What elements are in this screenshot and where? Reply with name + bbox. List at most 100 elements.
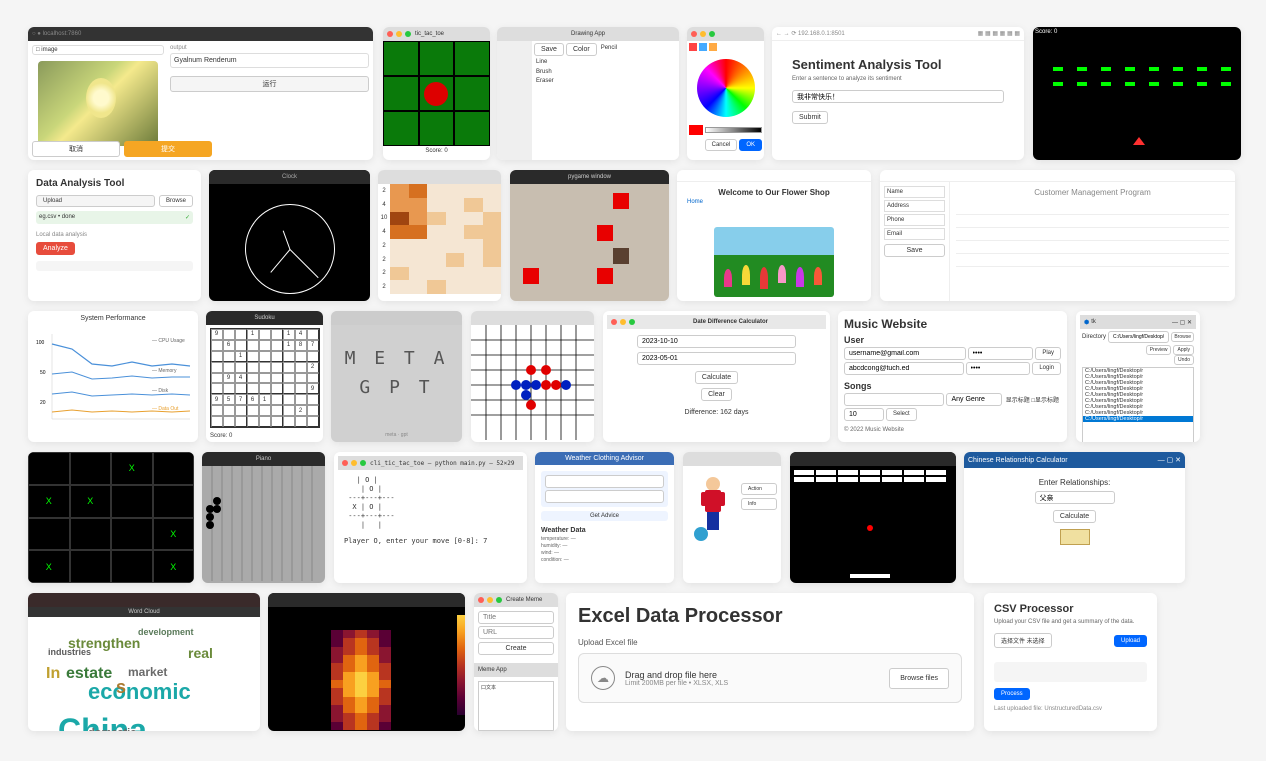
flower-classifier-tile: ○ ● localhost:7860 □ image output Gyalnu… [28, 27, 373, 160]
pw1-input[interactable] [968, 347, 1034, 360]
svg-text:— Data Out: — Data Out [152, 406, 179, 412]
tool-eraser[interactable]: Eraser [536, 77, 675, 87]
browse-button[interactable]: Browse files [889, 668, 949, 689]
calculate-button[interactable]: Calculate [695, 371, 738, 384]
file-list[interactable]: C:/Users/lingf/Desktop/rC:/Users/lingf/D… [1082, 367, 1194, 442]
browse-button[interactable]: Browse [1171, 332, 1194, 342]
window-titlebar: Drawing App [497, 27, 679, 41]
result-area [36, 261, 193, 271]
save-button[interactable]: Save [534, 43, 564, 56]
image-label: □ image [32, 45, 164, 55]
field-address[interactable]: Address [884, 200, 945, 212]
city-input[interactable] [545, 475, 664, 488]
undo-button[interactable]: Undo [1174, 355, 1194, 365]
relationship-input[interactable] [1035, 491, 1115, 504]
get-button[interactable]: Get Advice [541, 511, 668, 521]
user2-input[interactable] [844, 362, 964, 375]
save-button[interactable]: Save [884, 244, 945, 257]
drop-zone[interactable]: ☁ Drag and drop file here Limit 200MB pe… [578, 653, 962, 703]
tool-brush[interactable]: Brush [536, 68, 675, 78]
nav-home[interactable]: Home [677, 197, 871, 207]
login-button[interactable]: Login [1032, 362, 1061, 375]
limit-text: Limit 200MB per file • XLSX, XLS [625, 680, 879, 687]
field-phone[interactable]: Phone [884, 214, 945, 226]
game-canvas[interactable] [510, 184, 669, 301]
select-button[interactable]: Select [886, 408, 917, 421]
temp-input[interactable] [545, 490, 664, 503]
action-btn[interactable]: Action [741, 483, 777, 495]
sudoku-grid[interactable]: 9114618712949957612 [210, 328, 320, 428]
piano-canvas[interactable] [202, 466, 325, 581]
preset-1[interactable] [689, 43, 697, 51]
tool-pencil[interactable]: Pencil [599, 43, 619, 56]
window-titlebar [687, 27, 764, 41]
game-canvas[interactable] [790, 466, 956, 581]
genre-input[interactable] [946, 393, 1001, 406]
play-button[interactable]: Play [1035, 347, 1061, 360]
info-btn[interactable]: Info [741, 498, 777, 510]
upload-button[interactable]: Upload [1114, 635, 1147, 647]
ok-button[interactable]: OK [739, 139, 762, 151]
game-board[interactable] [383, 41, 490, 146]
dir-input[interactable] [1108, 331, 1169, 343]
browse-button[interactable]: Browse [159, 195, 193, 207]
filters[interactable]: 显示标题 □显示标题 [1004, 393, 1061, 406]
cloud-upload-icon: ☁ [591, 666, 615, 690]
apply-button[interactable]: Apply [1173, 345, 1194, 355]
player-figure [683, 466, 781, 566]
colorbar [457, 615, 465, 715]
create-button[interactable]: Create [478, 642, 554, 655]
cancel-button[interactable]: Cancel [705, 139, 738, 151]
drawing-canvas[interactable]: Save Color Pencil Line Brush Eraser [532, 41, 679, 160]
upload-label: Upload Excel file [578, 638, 962, 647]
go-board[interactable] [471, 325, 594, 440]
browser-bar [28, 593, 260, 607]
page-title: CSV Processor [994, 603, 1147, 615]
user1-input[interactable] [844, 347, 966, 360]
upload-area[interactable]: Upload [36, 195, 155, 207]
color-button[interactable]: Color [566, 43, 597, 56]
analyze-button[interactable]: Analyze [36, 242, 75, 255]
flower-image [38, 61, 158, 146]
preview-button[interactable]: Preview [1146, 345, 1172, 355]
field-email[interactable]: Email [884, 228, 945, 240]
url-input[interactable] [478, 626, 554, 639]
density-heatmap-tile [268, 593, 465, 731]
canvas-area[interactable] [497, 41, 532, 160]
preset-2[interactable] [699, 43, 707, 51]
meme-creator-tile: Create Meme Create Meme App 口文本 [474, 593, 558, 731]
title-input[interactable] [478, 611, 554, 624]
svg-text:100: 100 [36, 340, 45, 346]
weather-tile: Weather Clothing Advisor Get Advice Weat… [535, 452, 674, 583]
pw2-input[interactable] [966, 362, 1031, 375]
clear-button[interactable]: Clear [701, 388, 732, 401]
process-button[interactable]: Process [994, 688, 1030, 700]
submit-button[interactable]: Submit [792, 111, 828, 124]
cancel-button[interactable]: 取消 [32, 141, 120, 157]
meme-preview: 口文本 [478, 681, 554, 731]
browser-bar [677, 170, 871, 182]
tool-line[interactable]: Line [536, 58, 675, 68]
ttt-grid[interactable]: XXXXXX [28, 452, 194, 583]
breakout-tile [790, 452, 956, 583]
calculate-button[interactable]: Calculate [1053, 510, 1096, 523]
game-canvas[interactable] [1033, 37, 1241, 152]
count-input[interactable] [844, 408, 884, 421]
piano-tile: Piano [202, 452, 325, 583]
brightness-slider[interactable] [705, 127, 762, 133]
field-name[interactable]: Name [884, 186, 945, 198]
color-wheel[interactable] [697, 59, 755, 117]
list-row [956, 205, 1229, 215]
submit-button[interactable]: 提交 [124, 141, 212, 157]
file-chooser[interactable]: 选择文件 未选择 [994, 633, 1052, 648]
preset-3[interactable] [709, 43, 717, 51]
prompt-line[interactable]: Player O, enter your move [0-8]: 7 [338, 537, 523, 545]
date2-input[interactable] [637, 352, 796, 365]
song-input[interactable] [844, 393, 944, 406]
date1-input[interactable] [637, 335, 796, 348]
result-box [1060, 529, 1090, 545]
sentence-input[interactable] [792, 90, 1004, 103]
svg-text:20: 20 [40, 400, 46, 406]
run-button[interactable]: 运行 [170, 76, 369, 92]
clock-tile: Clock [209, 170, 370, 301]
